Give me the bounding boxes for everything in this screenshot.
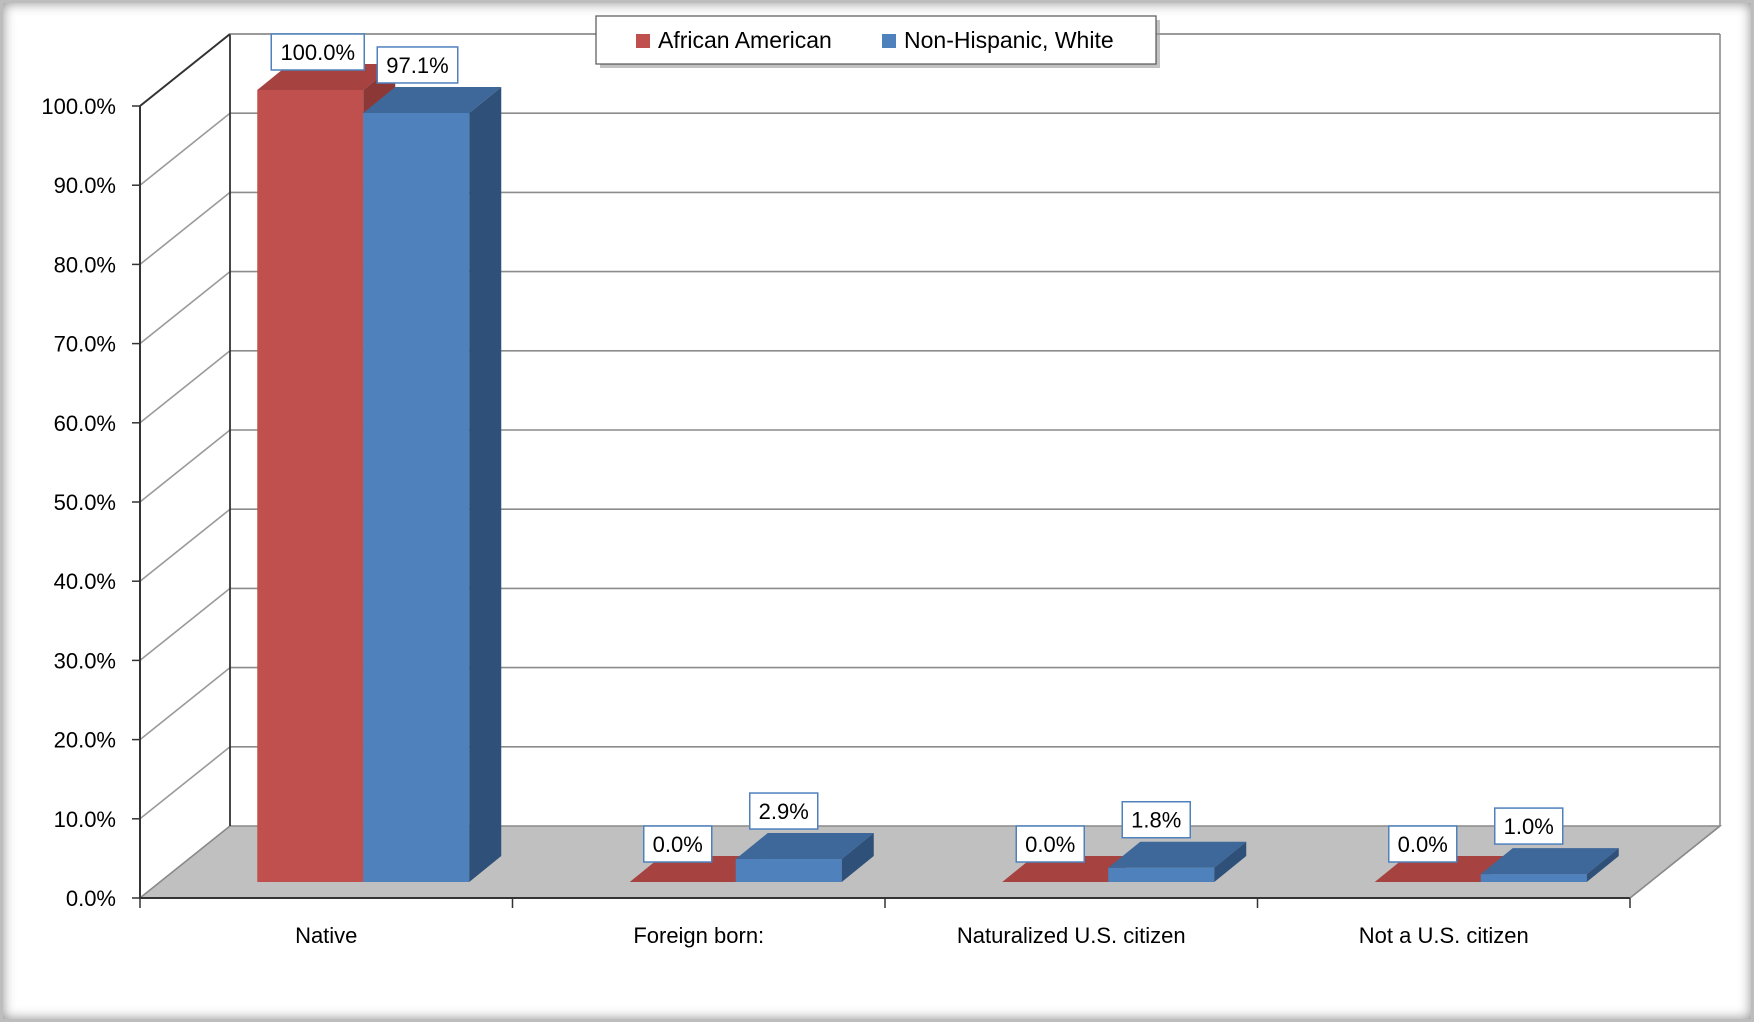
- y-tick-label: 0.0%: [66, 886, 116, 911]
- y-tick-label: 60.0%: [54, 411, 116, 436]
- side-gridline: [140, 351, 230, 423]
- legend-swatch: [882, 34, 896, 48]
- y-tick-label: 40.0%: [54, 569, 116, 594]
- data-label-text: 1.0%: [1504, 814, 1554, 839]
- data-label-text: 0.0%: [1398, 832, 1448, 857]
- legend: African American Non-Hispanic, White: [596, 16, 1160, 68]
- data-label-text: 100.0%: [280, 40, 355, 65]
- side-gridline: [140, 192, 230, 264]
- bar-front: [363, 113, 469, 882]
- legend-swatch: [636, 34, 650, 48]
- y-tick-label: 20.0%: [54, 728, 116, 753]
- y-tick-label: 10.0%: [54, 807, 116, 832]
- bars: [257, 64, 1619, 882]
- bar-front: [1108, 868, 1214, 882]
- y-tick-label: 90.0%: [54, 173, 116, 198]
- legend-label: Non-Hispanic, White: [904, 27, 1114, 53]
- data-label-0-1: 0.0%: [644, 826, 712, 862]
- category-label: Foreign born:: [633, 923, 764, 948]
- side-gridline: [140, 113, 230, 185]
- data-label-0-2: 0.0%: [1016, 826, 1084, 862]
- y-tick-label: 100.0%: [41, 94, 116, 119]
- side-gridline: [140, 747, 230, 819]
- y-tick-label: 30.0%: [54, 648, 116, 673]
- bar-front: [1481, 874, 1587, 882]
- data-label-1-1: 2.9%: [750, 793, 818, 829]
- category-label: Native: [295, 923, 357, 948]
- bar-front: [257, 90, 363, 882]
- data-label-text: 0.0%: [1025, 832, 1075, 857]
- data-label-text: 1.8%: [1131, 808, 1181, 833]
- data-label-1-0: 97.1%: [377, 47, 458, 83]
- data-label-text: 0.0%: [653, 832, 703, 857]
- legend-label: African American: [658, 27, 832, 53]
- legend-item-0: African American: [636, 27, 832, 53]
- data-label-1-3: 1.0%: [1495, 808, 1563, 844]
- data-label-text: 97.1%: [386, 53, 448, 78]
- legend-item-1: Non-Hispanic, White: [882, 27, 1114, 53]
- y-tick-label: 70.0%: [54, 332, 116, 357]
- side-gridline: [140, 509, 230, 581]
- y-tick-label: 80.0%: [54, 252, 116, 277]
- side-gridline: [140, 588, 230, 660]
- data-label-0-0: 100.0%: [271, 34, 364, 70]
- side-wall-top-edge: [140, 34, 230, 106]
- category-label: Not a U.S. citizen: [1359, 923, 1529, 948]
- category-label: Naturalized U.S. citizen: [957, 923, 1186, 948]
- side-gridline: [140, 272, 230, 344]
- side-gridline: [140, 430, 230, 502]
- bar-1-0: [363, 87, 501, 882]
- data-label-text: 2.9%: [759, 799, 809, 824]
- side-gridline: [140, 668, 230, 740]
- data-label-0-3: 0.0%: [1389, 826, 1457, 862]
- bar-front: [736, 859, 842, 882]
- y-tick-label: 50.0%: [54, 490, 116, 515]
- data-label-1-2: 1.8%: [1122, 802, 1190, 838]
- bar-side: [469, 87, 501, 882]
